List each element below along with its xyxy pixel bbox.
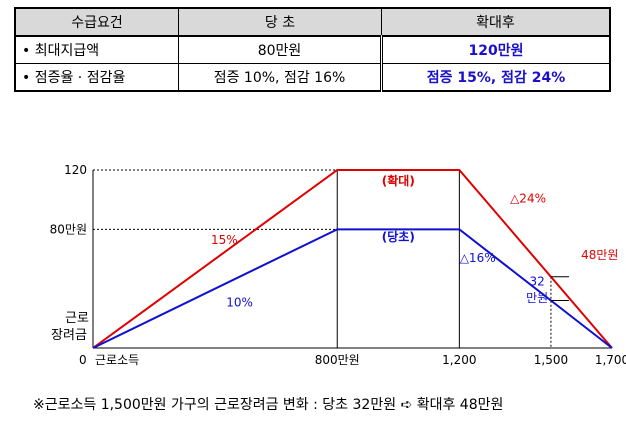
table-row: • 최대지급액 80만원 120만원 [14,35,611,64]
y-axis-label: 근로 장려금 [51,311,89,343]
x-tick-label: 800만원 [315,353,360,367]
annotation-label: (확대) [382,173,415,188]
x-tick-label: 1,700 [595,353,626,367]
y-tick-label: 80만원 [50,222,87,236]
row-label-rates: • 점증율 · 점감율 [14,63,179,92]
annotation-label: 15% [211,233,238,247]
annotation-label: 10% [226,295,253,309]
benefit-chart: 120 80만원 0 800만원 1,200 1,500 1,700 근로소득 근로 장려금 15%… [50,163,626,367]
series-line-expanded [92,169,613,349]
x-tick-label: 1,200 [442,353,476,367]
x-axis-label: 근로소득 [95,353,139,367]
y-tick-label: 120 [64,163,87,177]
row-after-max-amount: 120만원 [381,35,611,64]
table-row: • 점증율 · 점감율 점증 10%, 점감 16% 점증 15%, 점감 24… [14,63,611,92]
row-before-max-amount: 80만원 [178,35,383,64]
annotation-label: △16% [460,251,496,265]
row-after-rates: 점증 15%, 점감 24% [381,63,611,92]
annotation-label: 32 [530,275,545,289]
annotation-label: 만원 [526,291,548,305]
annotation-label: (당초) [382,229,415,244]
annotation-label: 48만원 [581,248,618,262]
row-label-max-amount: • 최대지급액 [14,35,179,64]
footnote: ※근로소득 1,500만원 가구의 근로장려금 변화 : 당초 32만원 ➪ 확… [33,397,504,413]
annotation-label: △24% [510,192,546,206]
comparison-table: 수급요건 당 초 확대후 • 최대지급액 80만원 120만원 • 점증율 · … [14,7,611,92]
header-before: 당 초 [178,7,382,37]
table-header-row: 수급요건 당 초 확대후 [14,7,611,37]
x-tick-label: 1,500 [534,353,568,367]
header-after: 확대후 [381,7,611,37]
series-line-original [92,228,613,349]
x-tick-label: 0 [79,353,87,367]
row-before-rates: 점증 10%, 점감 16% [178,63,383,92]
header-requirement: 수급요건 [14,7,179,37]
